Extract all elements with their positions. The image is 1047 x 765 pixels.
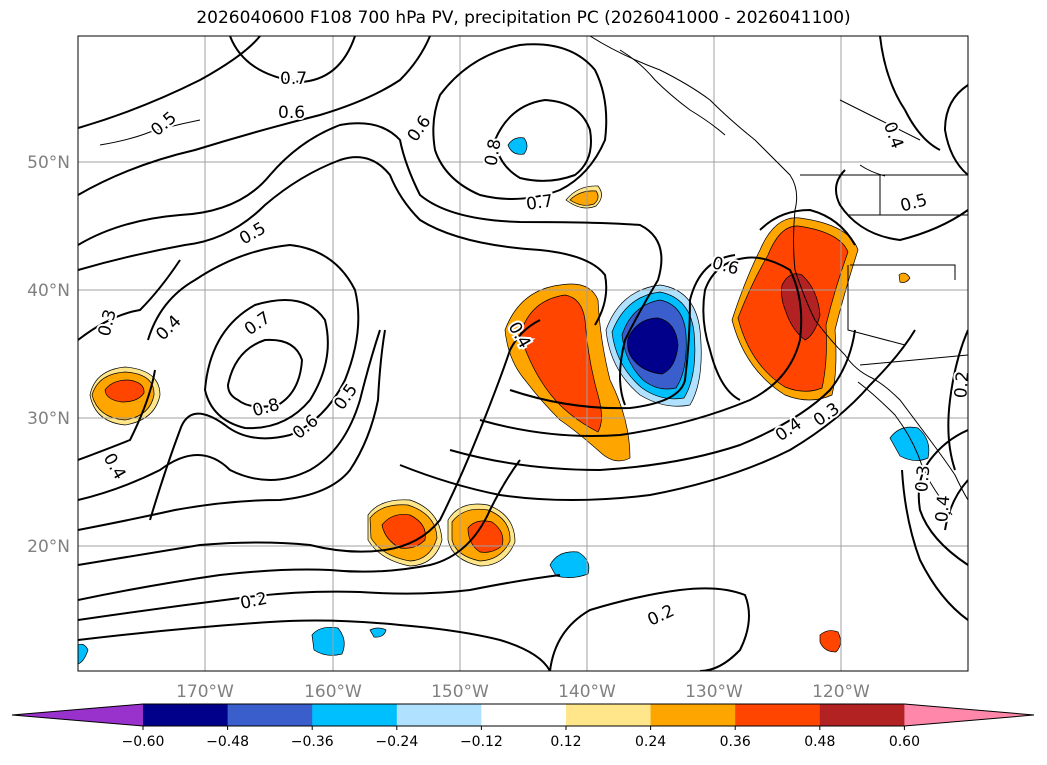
colorbar-segment: [650, 704, 736, 726]
pv-contour: [78, 319, 541, 566]
colorbar-tick-label: 0.24: [635, 734, 666, 750]
colorbar-tick-label: 0.48: [804, 734, 835, 750]
lon-label: 150°W: [431, 682, 489, 702]
colorbar-segment: [312, 704, 398, 726]
pv-contour: [78, 36, 261, 129]
pv-contour: [759, 208, 856, 246]
gridlines: [78, 36, 968, 671]
pv-contour: [901, 469, 968, 621]
colorbar-segment: [481, 704, 567, 726]
lon-label: 130°W: [685, 682, 743, 702]
pv-contour: [78, 329, 386, 531]
lon-label: 170°W: [176, 682, 234, 702]
colorbar-segment: [227, 704, 313, 726]
colorbar-segment: [396, 704, 482, 726]
pv-contour: [835, 169, 968, 242]
lat-label: 20°N: [27, 537, 70, 557]
precip-shading: [78, 137, 930, 665]
pv-contour: [78, 369, 156, 461]
pv-contour: [229, 36, 356, 84]
colorbar-tick-label: −0.36: [291, 734, 334, 750]
colorbar: −0.60 −0.48 −0.36 −0.24 −0.12 0.12 0.24 0.36 0.4…: [11, 703, 1035, 750]
baja-peninsula: [857, 381, 953, 516]
colorbar-segment: [143, 704, 229, 726]
pv-contour: [78, 122, 663, 406]
colorbar-tick-label: −0.48: [206, 734, 249, 750]
precip-blob-neg-gulf: [889, 426, 930, 461]
precip-blob-neg-sw: [311, 626, 345, 656]
pv-contour: [399, 329, 916, 501]
colorbar-segment: [735, 704, 821, 726]
colorbar-tick-label: −0.60: [122, 734, 165, 750]
pv-contour: [879, 36, 941, 151]
precip-blob-neg-south: [549, 551, 590, 578]
contour-label: 0.4: [932, 494, 954, 523]
pv-contour: [917, 429, 968, 566]
pv-contour: [509, 254, 736, 410]
lon-label: 140°W: [558, 682, 616, 702]
state-border-4: [847, 265, 906, 346]
pv-contour: [78, 329, 381, 501]
colorbar-tick-label: −0.24: [375, 734, 418, 750]
colorbar-tick-label: 0.12: [550, 734, 581, 750]
latitude-labels: 50°N 40°N 30°N 20°N: [27, 153, 70, 557]
contour-label: 0.3: [912, 464, 934, 493]
pv-contour: [78, 36, 431, 196]
lat-label: 40°N: [27, 281, 70, 301]
precip-blob-small-se: [819, 630, 841, 653]
alaska-coast-1: [99, 119, 201, 146]
pv-contour: [943, 84, 968, 176]
contour-label: 0.7: [525, 191, 555, 215]
colorbar-tick-label: −0.12: [460, 734, 503, 750]
pv-contour: [479, 256, 803, 437]
pv-contour: [78, 574, 561, 621]
colorbar-segment: [819, 704, 905, 726]
precip-blob-small-neg-north: [507, 137, 528, 155]
north-america-coast: [589, 36, 968, 501]
map-panel: 0.7 0.6 0.5 0.6 0.8 0.7 0.5 0.4 0.3 0.7 …: [78, 36, 973, 671]
pv-contour: [78, 156, 608, 326]
lat-label: 30°N: [27, 409, 70, 429]
pv-contour: [549, 587, 750, 671]
colorbar-tick-label: 0.36: [720, 734, 751, 750]
map-frame: [77, 35, 969, 672]
colorbar-extend-high: [904, 704, 1034, 726]
contour-label: 0.2: [951, 370, 973, 399]
coastlines: [99, 36, 968, 516]
pv-contour: [203, 299, 329, 430]
pv-contour: [947, 329, 968, 471]
pv-contour: [226, 338, 304, 408]
pv-contour: [432, 43, 608, 200]
pv-contour: [944, 479, 968, 531]
lat-label: 50°N: [27, 153, 70, 173]
mexico-border: [859, 354, 968, 366]
longitude-labels: 170°W 160°W 150°W 140°W 130°W 120°W: [176, 682, 870, 702]
contour-label: 0.7: [280, 69, 307, 89]
pv-contour: [78, 459, 521, 601]
colorbar-segment: [566, 704, 652, 726]
alaska-coast-2: [619, 49, 726, 136]
state-border-3: [850, 264, 956, 280]
pv-contour: [493, 98, 592, 182]
pv-contour: [78, 259, 181, 341]
pv-contour: [449, 329, 856, 472]
pv-contour: [78, 619, 551, 671]
colorbar-tick-label: 0.60: [889, 734, 920, 750]
pv-contour: [147, 243, 360, 521]
contour-label: 0.8: [481, 137, 505, 167]
lon-label: 160°W: [304, 682, 362, 702]
map-title: 2026040600 F108 700 hPa PV, precipitatio…: [196, 8, 851, 28]
contour-label: 0.6: [278, 103, 305, 123]
lon-label: 120°W: [812, 682, 870, 702]
pv-contours: [78, 36, 968, 671]
colorbar-extend-low: [12, 704, 143, 726]
